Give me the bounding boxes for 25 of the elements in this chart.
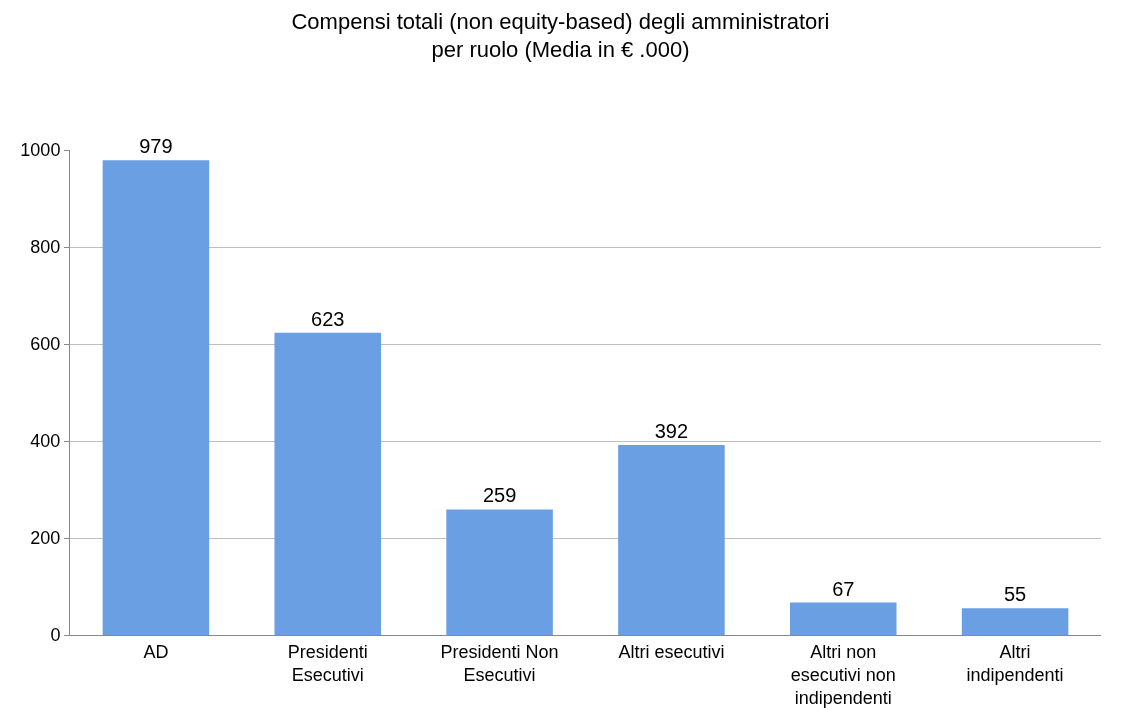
- x-tick-label: Altri indipendenti: [966, 641, 1064, 685]
- y-tick-label: 800: [30, 237, 61, 258]
- y-tick-label: 200: [30, 528, 61, 549]
- y-tick-label: 600: [30, 334, 61, 355]
- bar: [618, 444, 725, 635]
- x-tick-label: AD: [143, 641, 169, 662]
- bar: [446, 509, 553, 635]
- chart-title: Compensi totali (non equity-based) degli amministratori per ruolo (Media in € .000): [291, 8, 830, 63]
- bar: [274, 332, 382, 635]
- x-tick-label: Presidenti Non Esecutivi: [440, 641, 559, 685]
- data-label: 55: [1003, 583, 1027, 606]
- data-label: 392: [654, 419, 689, 442]
- data-label: 67: [832, 577, 855, 600]
- data-label: 623: [311, 307, 345, 330]
- x-tick-label: Altri esecutivi: [618, 641, 725, 662]
- bar: [102, 160, 210, 635]
- bar: [789, 602, 897, 635]
- data-label: 259: [482, 484, 517, 507]
- x-tick-label: Altri non esecutivi non indipendenti: [790, 641, 896, 709]
- y-tick-label: 400: [30, 431, 61, 452]
- y-tick-label: 1000: [20, 140, 61, 161]
- bar: [961, 608, 1069, 635]
- x-tick-label: Presidenti Esecutivi: [287, 641, 368, 685]
- data-label: 979: [139, 135, 173, 158]
- y-tick-label: 0: [50, 625, 61, 646]
